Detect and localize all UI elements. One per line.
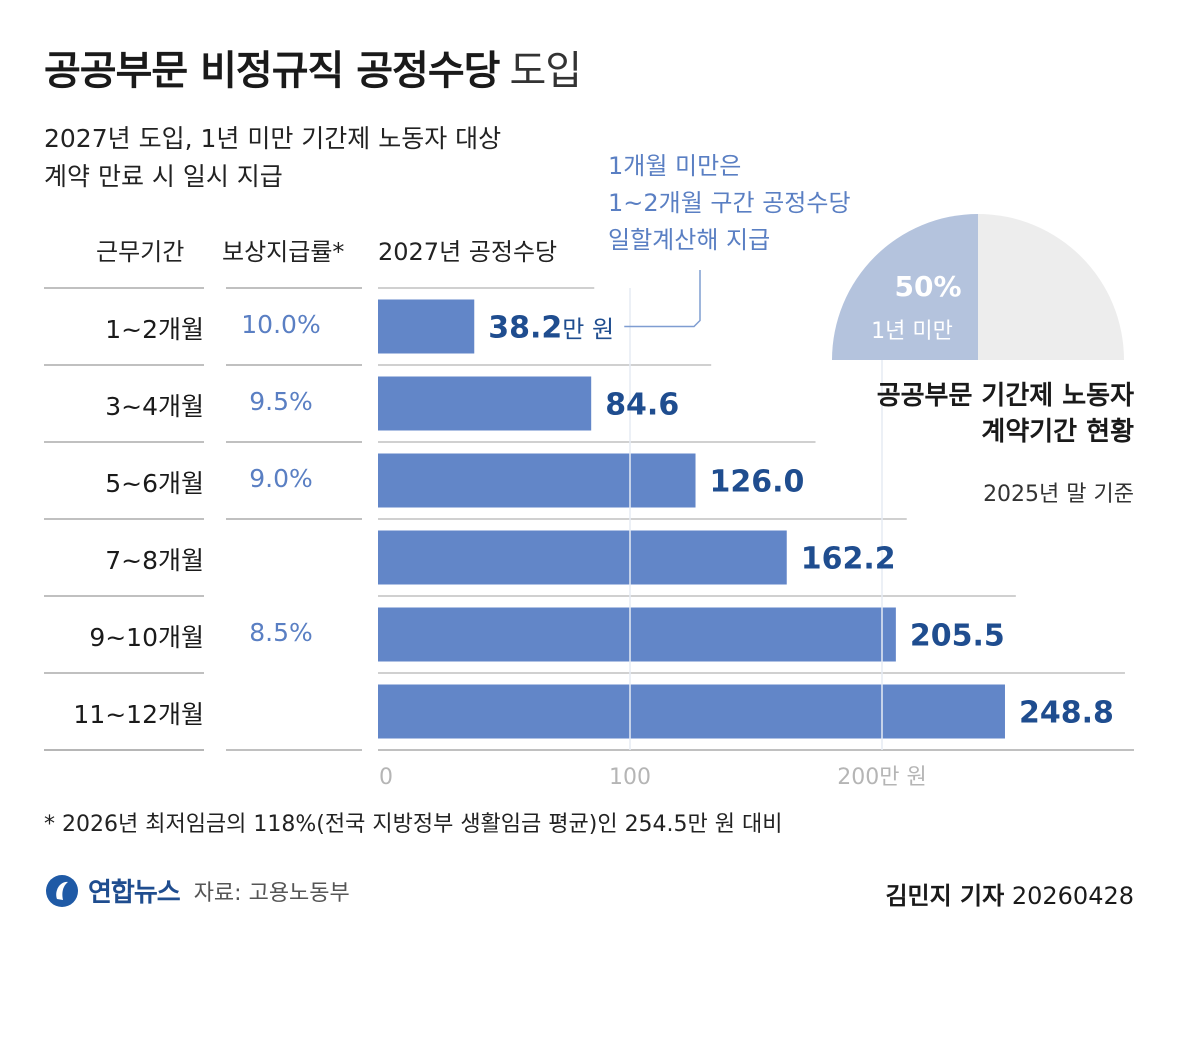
column-header-period: 근무기간 (96, 238, 185, 266)
subtitle-line-2: 계약 만료 시 일시 지급 (44, 162, 283, 191)
value-label: 162.2 (801, 542, 896, 577)
period-label: 11~12개월 (73, 699, 204, 729)
value-label: 248.8 (1019, 696, 1114, 731)
value-label: 38.2만 원 (488, 311, 614, 346)
rate-label: 9.5% (249, 386, 313, 416)
pie-title-line-1: 공공부문 기간제 노동자 (876, 381, 1134, 411)
rate-label: 10.0% (241, 309, 321, 339)
pie-slice-label: 1년 미만 (871, 319, 953, 344)
value-label: 205.5 (910, 619, 1005, 654)
x-tick-label: 100 (609, 765, 651, 790)
title-main: 공공부문 비정규직 공정수당 (44, 48, 500, 94)
annotation-line-2: 1~2개월 구간 공정수당 (608, 189, 851, 217)
leader-line (624, 270, 701, 328)
bar (378, 299, 475, 354)
subtitle: 2027년 도입, 1년 미만 기간제 노동자 대상 계약 만료 시 일시 지급 (44, 120, 501, 196)
period-label: 7~8개월 (105, 545, 204, 575)
pie-subtitle: 2025년 말 기준 (983, 482, 1134, 507)
row-divider-lines (44, 287, 1134, 751)
annotation-line-3: 일할계산해 지급 (608, 226, 771, 254)
pie-slice-under-1year (832, 214, 978, 360)
source: 자료: 고용노동부 (193, 880, 350, 906)
gridlines (629, 288, 883, 750)
x-tick-labels: 0 100 200만 원 (379, 765, 927, 790)
pie-title-line-2: 계약기간 현황 (981, 417, 1134, 447)
bars (378, 299, 1005, 739)
date: 20260428 (1011, 882, 1134, 910)
pie-title: 공공부문 기간제 노동자 계약기간 현황 (774, 378, 1134, 450)
bar (378, 684, 1005, 739)
bar-chart: 38.2만 원 84.6 126.0 162.2 205.5 248.8 0 100 200만… (44, 270, 1134, 790)
x-tick-label: 200만 원 (837, 765, 926, 790)
annotation-line-1: 1개월 미만은 (608, 152, 742, 180)
yonhap-logo-icon (46, 874, 78, 907)
footnote: * 2026년 최저임금의 118%(전국 지방정부 생활임금 평균)인 254… (44, 812, 783, 837)
title-suffix: 도입 (509, 48, 582, 94)
period-label: 3~4개월 (105, 391, 204, 421)
pie-chart: 50% 1년 미만 (832, 214, 1124, 360)
footer-logo-block: 연합뉴스 자료: 고용노동부 (44, 872, 350, 909)
period-label: 5~6개월 (105, 468, 204, 498)
value-label: 126.0 (710, 465, 805, 500)
pie-slice-rest (978, 214, 1124, 360)
bar (378, 453, 696, 508)
byline: 김민지 기자 20260428 (885, 876, 1134, 911)
reporter: 김민지 기자 (885, 882, 1005, 910)
period-label: 9~10개월 (89, 622, 204, 652)
bar (378, 530, 787, 585)
column-header-rate: 보상지급률* (222, 238, 345, 266)
period-label: 1~2개월 (105, 314, 204, 344)
x-tick-label: 0 (379, 765, 393, 790)
page-title: 공공부문 비정규직 공정수당 도입 (44, 38, 582, 96)
bar (378, 376, 592, 431)
annotation-leader-line (624, 270, 701, 328)
value-labels: 38.2만 원 84.6 126.0 162.2 205.5 248.8 (488, 311, 1114, 731)
annotation: 1개월 미만은 1~2개월 구간 공정수당 일할계산해 지급 (608, 148, 851, 259)
rate-label: 8.5% (249, 617, 313, 647)
column-header-allowance: 2027년 공정수당 (378, 238, 558, 266)
bar (378, 607, 896, 662)
value-label: 84.6 (605, 388, 679, 423)
subtitle-line-1: 2027년 도입, 1년 미만 기간제 노동자 대상 (44, 124, 502, 153)
rate-label: 9.0% (249, 463, 313, 493)
brand-name: 연합뉴스 (88, 878, 181, 908)
pie-slice-value-label: 50% (894, 270, 961, 303)
